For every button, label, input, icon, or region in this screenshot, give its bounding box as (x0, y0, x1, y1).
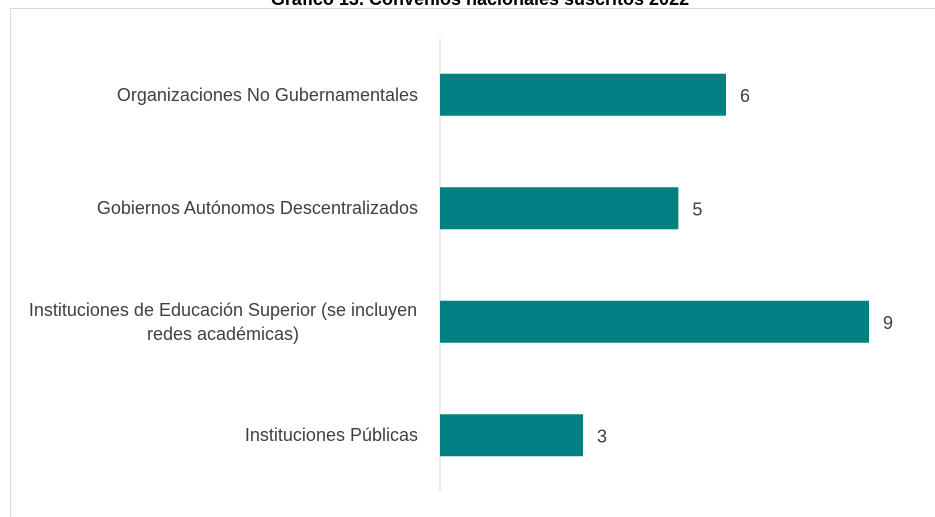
category-label: Instituciones de Educación Superior (se … (28, 299, 418, 344)
data-label: 3 (597, 426, 607, 446)
chart-frame (10, 8, 935, 517)
bar (440, 187, 679, 230)
bar (440, 73, 726, 116)
category-label: Organizaciones No Gubernamentales (116, 84, 418, 105)
bar (440, 414, 583, 457)
bar (440, 300, 869, 343)
data-label: 9 (883, 313, 893, 333)
category-label: Instituciones Públicas (244, 425, 418, 446)
category-label-box: Organizaciones No Gubernamentales (20, 65, 418, 125)
category-label: Gobiernos Autónomos Descentralizados (96, 198, 418, 219)
category-label-box: Instituciones Públicas (20, 405, 418, 465)
category-label-box: Gobiernos Autónomos Descentralizados (20, 178, 418, 238)
category-label-box: Instituciones de Educación Superior (se … (20, 292, 418, 352)
data-label: 6 (740, 86, 750, 106)
data-label: 5 (692, 199, 702, 219)
chart-title: Gráfico 13. Convenios nacionales suscrit… (271, 0, 689, 9)
